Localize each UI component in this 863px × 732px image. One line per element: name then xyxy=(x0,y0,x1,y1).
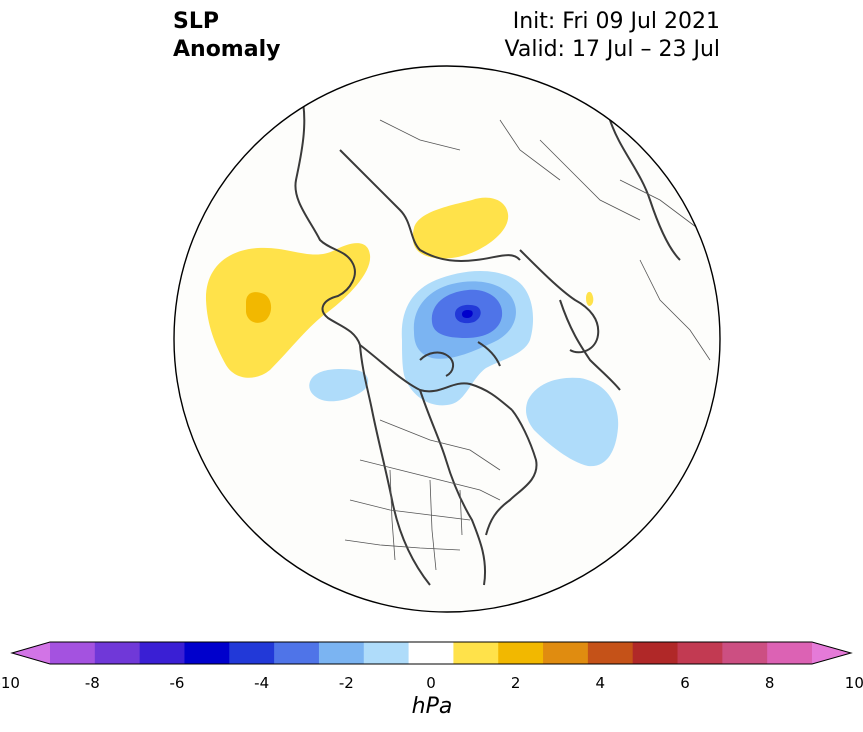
title-line-2: Anomaly xyxy=(173,37,281,62)
title-line-1: SLP xyxy=(173,9,219,34)
globe-outline xyxy=(173,65,721,613)
colorbar-tick-label: -8 xyxy=(84,674,100,692)
colorbar-tick-label: 6 xyxy=(680,674,690,692)
colorbar-segment xyxy=(139,642,185,664)
colorbar-tick-label: -6 xyxy=(169,674,185,692)
colorbar-segment xyxy=(274,642,320,664)
init-date: Init: Fri 09 Jul 2021 xyxy=(512,9,720,34)
anomaly-negative-arctic-center xyxy=(462,310,473,318)
anomaly-positive-pacific-core xyxy=(246,292,272,323)
map-title: SLP Anomaly xyxy=(173,8,280,64)
colorbar-segment xyxy=(587,642,634,664)
colorbar-tick-label: 2 xyxy=(510,674,521,692)
colorbar-extend-low xyxy=(12,642,50,664)
colorbar-segment xyxy=(632,642,679,664)
colorbar-segment xyxy=(318,642,365,664)
colorbar-tick-label: 4 xyxy=(595,674,606,692)
colorbar-segment xyxy=(50,642,96,664)
coastlines xyxy=(294,89,681,586)
colorbar-segment xyxy=(408,642,454,664)
borders xyxy=(344,119,711,571)
colorbar-tick-label: -2 xyxy=(338,674,354,692)
colorbar-tick-label: 10 xyxy=(844,674,863,692)
colorbar-tick-label: 0 xyxy=(426,674,436,692)
polar-map xyxy=(173,65,721,613)
colorbar-tick-label: -4 xyxy=(254,674,270,692)
colorbar-outline xyxy=(10,641,853,665)
colorbar-tick-label: 8 xyxy=(764,674,775,692)
colorbar xyxy=(10,641,853,665)
colorbar-unit-label: hPa xyxy=(411,694,453,719)
colorbar-segment xyxy=(543,642,589,664)
colorbar-segment xyxy=(184,642,230,664)
colorbar-segment xyxy=(453,642,499,664)
colorbar-extend-high xyxy=(812,642,851,664)
anomaly-positive-pacific xyxy=(205,243,371,378)
anomaly-positive-siberia xyxy=(412,197,509,259)
anomaly-positive-asia xyxy=(586,291,594,306)
anomaly-negative-alaska xyxy=(309,368,369,402)
forecast-dates: Init: Fri 09 Jul 2021 Valid: 17 Jul – 23… xyxy=(505,8,720,64)
colorbar-segment xyxy=(677,642,723,664)
valid-range: Valid: 17 Jul – 23 Jul xyxy=(504,37,720,62)
colorbar-segment xyxy=(767,642,813,664)
colorbar-segment xyxy=(498,642,544,664)
colorbar-segment xyxy=(363,642,410,664)
colorbar-segment xyxy=(722,642,768,664)
colorbar-tick-label: -10 xyxy=(0,674,20,692)
colorbar-segment xyxy=(229,642,275,664)
colorbar-segment xyxy=(94,642,141,664)
anomaly-negative-atlantic xyxy=(526,377,619,467)
